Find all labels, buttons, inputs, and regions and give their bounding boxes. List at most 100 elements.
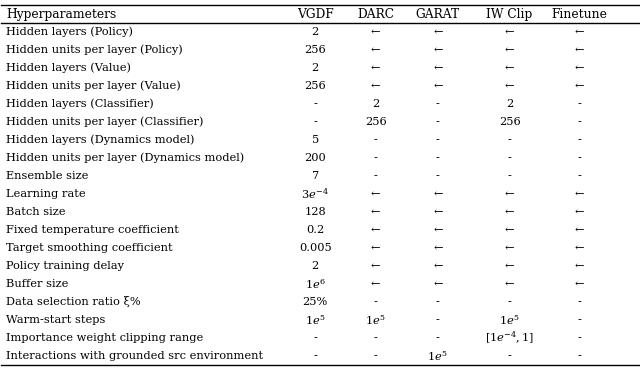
Text: ←: ← [505,261,515,271]
Text: ←: ← [433,189,443,199]
Text: ←: ← [433,225,443,235]
Text: -: - [374,171,378,181]
Text: 2: 2 [312,27,319,37]
Text: ←: ← [433,243,443,253]
Text: ←: ← [505,189,515,199]
Text: -: - [436,117,440,127]
Text: Hidden layers (Dynamics model): Hidden layers (Dynamics model) [6,135,195,145]
Text: -: - [578,99,582,109]
Text: Hidden units per layer (Dynamics model): Hidden units per layer (Dynamics model) [6,153,244,163]
Text: -: - [508,297,511,307]
Text: ←: ← [371,81,381,91]
Text: ←: ← [433,81,443,91]
Text: 2: 2 [312,261,319,271]
Text: -: - [436,153,440,163]
Text: 2: 2 [506,99,513,109]
Text: Buffer size: Buffer size [6,279,69,289]
Text: -: - [436,171,440,181]
Text: Hidden layers (Classifier): Hidden layers (Classifier) [6,99,154,109]
Text: -: - [578,135,582,145]
Text: $[1e^{-4}, 1]$: $[1e^{-4}, 1]$ [485,330,534,346]
Text: ←: ← [505,207,515,217]
Text: ←: ← [371,225,381,235]
Text: 256: 256 [305,81,326,91]
Text: -: - [578,153,582,163]
Text: -: - [374,135,378,145]
Text: -: - [578,117,582,127]
Text: -: - [578,171,582,181]
Text: Ensemble size: Ensemble size [6,171,89,181]
Text: Target smoothing coefficient: Target smoothing coefficient [6,243,173,253]
Text: -: - [508,153,511,163]
Text: $1e^{5}$: $1e^{5}$ [499,313,520,327]
Text: ←: ← [433,63,443,73]
Text: Interactions with grounded src environment: Interactions with grounded src environme… [6,351,264,361]
Text: ←: ← [575,81,584,91]
Text: -: - [436,315,440,325]
Text: ←: ← [575,225,584,235]
Text: ←: ← [505,225,515,235]
Text: ←: ← [505,81,515,91]
Text: Hidden layers (Policy): Hidden layers (Policy) [6,27,134,37]
Text: GARAT: GARAT [416,7,460,21]
Text: Hidden layers (Value): Hidden layers (Value) [6,63,131,73]
Text: -: - [578,315,582,325]
Text: -: - [508,351,511,361]
Text: -: - [314,117,317,127]
Text: 200: 200 [305,153,326,163]
Text: $1e^{5}$: $1e^{5}$ [365,313,386,327]
Text: 256: 256 [305,45,326,55]
Text: ←: ← [433,261,443,271]
Text: VGDF: VGDF [297,7,333,21]
Text: ←: ← [505,279,515,289]
Text: $1e^{5}$: $1e^{5}$ [428,349,448,363]
Text: 256: 256 [365,117,387,127]
Text: -: - [436,135,440,145]
Text: -: - [508,135,511,145]
Text: ←: ← [575,207,584,217]
Text: $1e^{6}$: $1e^{6}$ [305,277,326,291]
Text: DARC: DARC [357,7,394,21]
Text: $3e^{-4}$: $3e^{-4}$ [301,187,329,201]
Text: -: - [508,171,511,181]
Text: ←: ← [575,243,584,253]
Text: ←: ← [575,27,584,37]
Text: -: - [436,297,440,307]
Text: Policy training delay: Policy training delay [6,261,125,271]
Text: 5: 5 [312,135,319,145]
Text: ←: ← [575,45,584,55]
Text: 0.005: 0.005 [299,243,332,253]
Text: ←: ← [433,45,443,55]
Text: ←: ← [505,243,515,253]
Text: -: - [578,351,582,361]
Text: ←: ← [505,45,515,55]
Text: ←: ← [371,261,381,271]
Text: -: - [314,99,317,109]
Text: ←: ← [371,243,381,253]
Text: 128: 128 [305,207,326,217]
Text: 0.2: 0.2 [306,225,324,235]
Text: Batch size: Batch size [6,207,66,217]
Text: ←: ← [575,63,584,73]
Text: -: - [374,153,378,163]
Text: ←: ← [505,63,515,73]
Text: -: - [314,333,317,343]
Text: Learning rate: Learning rate [6,189,86,199]
Text: 256: 256 [499,117,520,127]
Text: Fixed temperature coefficient: Fixed temperature coefficient [6,225,179,235]
Text: Hidden units per layer (Value): Hidden units per layer (Value) [6,81,181,91]
Text: ←: ← [371,189,381,199]
Text: $1e^{5}$: $1e^{5}$ [305,313,326,327]
Text: Importance weight clipping range: Importance weight clipping range [6,333,204,343]
Text: ←: ← [371,27,381,37]
Text: ←: ← [575,189,584,199]
Text: -: - [436,99,440,109]
Text: -: - [578,333,582,343]
Text: Hidden units per layer (Policy): Hidden units per layer (Policy) [6,45,183,55]
Text: 25%: 25% [303,297,328,307]
Text: -: - [436,333,440,343]
Text: -: - [374,333,378,343]
Text: 2: 2 [372,99,380,109]
Text: 2: 2 [312,63,319,73]
Text: ←: ← [575,261,584,271]
